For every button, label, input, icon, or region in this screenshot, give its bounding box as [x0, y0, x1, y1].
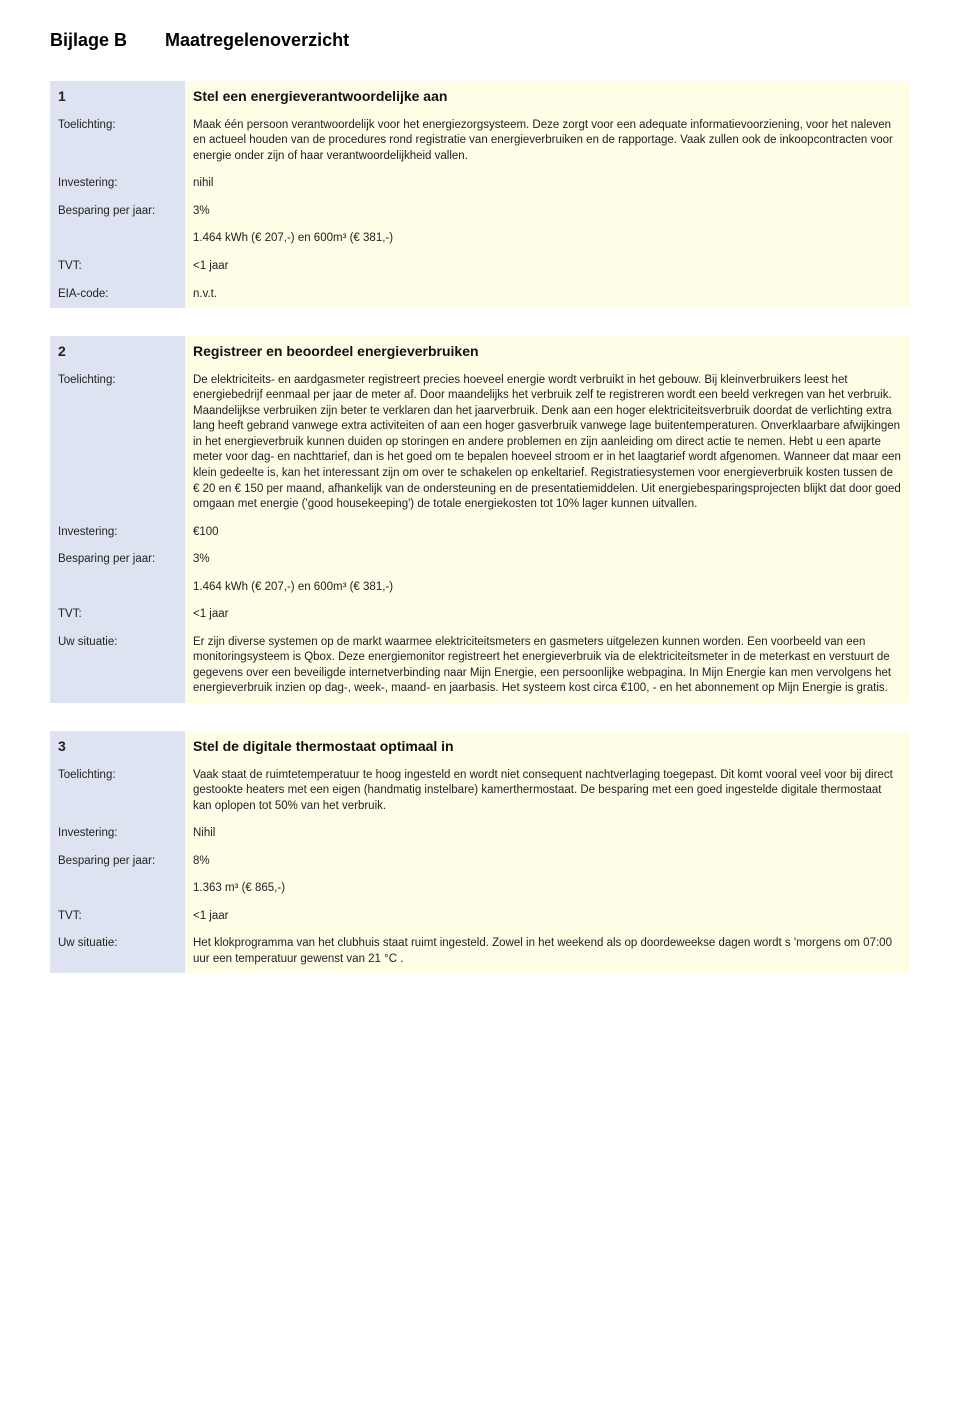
- row-label: Besparing per jaar:: [50, 848, 185, 876]
- measure-table: 2Registreer en beoordeel energieverbruik…: [50, 336, 910, 703]
- row-label: [50, 875, 185, 903]
- table-row: 2Registreer en beoordeel energieverbruik…: [50, 336, 910, 367]
- row-label: Toelichting:: [50, 762, 185, 821]
- table-row: 1.464 kWh (€ 207,-) en 600m³ (€ 381,-): [50, 225, 910, 253]
- table-row: 3Stel de digitale thermostaat optimaal i…: [50, 731, 910, 762]
- table-row: 1.464 kWh (€ 207,-) en 600m³ (€ 381,-): [50, 574, 910, 602]
- table-row: Toelichting:Maak één persoon verantwoord…: [50, 112, 910, 171]
- row-value: De elektriciteits- en aardgasmeter regis…: [185, 367, 910, 519]
- row-value: Vaak staat de ruimtetemperatuur te hoog …: [185, 762, 910, 821]
- row-value: 3%: [185, 198, 910, 226]
- row-label: Investering:: [50, 519, 185, 547]
- page-title: Bijlage B Maatregelenoverzicht: [50, 30, 910, 51]
- table-row: TVT:<1 jaar: [50, 601, 910, 629]
- row-value: Het klokprogramma van het clubhuis staat…: [185, 930, 910, 973]
- row-value: 1.464 kWh (€ 207,-) en 600m³ (€ 381,-): [185, 225, 910, 253]
- table-row: Besparing per jaar:3%: [50, 546, 910, 574]
- row-value: Nihil: [185, 820, 910, 848]
- row-value: Stel een energieverantwoordelijke aan: [185, 81, 910, 112]
- row-label: TVT:: [50, 601, 185, 629]
- row-label: Uw situatie:: [50, 930, 185, 973]
- table-row: Investering:€100: [50, 519, 910, 547]
- table-row: EIA-code:n.v.t.: [50, 281, 910, 309]
- row-value: 8%: [185, 848, 910, 876]
- row-value: <1 jaar: [185, 601, 910, 629]
- row-value: 1.464 kWh (€ 207,-) en 600m³ (€ 381,-): [185, 574, 910, 602]
- table-row: 1.363 m³ (€ 865,-): [50, 875, 910, 903]
- row-label: Besparing per jaar:: [50, 198, 185, 226]
- row-label: [50, 225, 185, 253]
- table-row: TVT:<1 jaar: [50, 253, 910, 281]
- table-row: Uw situatie:Het klokprogramma van het cl…: [50, 930, 910, 973]
- table-row: Besparing per jaar:8%: [50, 848, 910, 876]
- measures-container: 1Stel een energieverantwoordelijke aanTo…: [50, 81, 910, 973]
- row-value: nihil: [185, 170, 910, 198]
- table-row: 1Stel een energieverantwoordelijke aan: [50, 81, 910, 112]
- row-label: TVT:: [50, 903, 185, 931]
- title-main: Maatregelenoverzicht: [165, 30, 349, 50]
- table-row: Toelichting:De elektriciteits- en aardga…: [50, 367, 910, 519]
- row-label: 2: [50, 336, 185, 367]
- table-row: Investering:Nihil: [50, 820, 910, 848]
- table-row: Investering:nihil: [50, 170, 910, 198]
- row-label: Besparing per jaar:: [50, 546, 185, 574]
- row-value: €100: [185, 519, 910, 547]
- row-label: Uw situatie:: [50, 629, 185, 703]
- row-value: Stel de digitale thermostaat optimaal in: [185, 731, 910, 762]
- table-row: Uw situatie:Er zijn diverse systemen op …: [50, 629, 910, 703]
- row-value: n.v.t.: [185, 281, 910, 309]
- measure-table: 3Stel de digitale thermostaat optimaal i…: [50, 731, 910, 974]
- row-value: Er zijn diverse systemen op de markt waa…: [185, 629, 910, 703]
- row-label: 1: [50, 81, 185, 112]
- row-label: Investering:: [50, 170, 185, 198]
- row-value: <1 jaar: [185, 903, 910, 931]
- row-value: Registreer en beoordeel energieverbruike…: [185, 336, 910, 367]
- row-label: [50, 574, 185, 602]
- row-label: Toelichting:: [50, 112, 185, 171]
- title-prefix: Bijlage B: [50, 30, 160, 51]
- row-value: <1 jaar: [185, 253, 910, 281]
- table-row: Besparing per jaar:3%: [50, 198, 910, 226]
- measure-table: 1Stel een energieverantwoordelijke aanTo…: [50, 81, 910, 308]
- row-label: Investering:: [50, 820, 185, 848]
- row-value: 1.363 m³ (€ 865,-): [185, 875, 910, 903]
- table-row: TVT:<1 jaar: [50, 903, 910, 931]
- row-label: Toelichting:: [50, 367, 185, 519]
- row-label: TVT:: [50, 253, 185, 281]
- row-label: 3: [50, 731, 185, 762]
- row-value: Maak één persoon verantwoordelijk voor h…: [185, 112, 910, 171]
- table-row: Toelichting:Vaak staat de ruimtetemperat…: [50, 762, 910, 821]
- row-value: 3%: [185, 546, 910, 574]
- row-label: EIA-code:: [50, 281, 185, 309]
